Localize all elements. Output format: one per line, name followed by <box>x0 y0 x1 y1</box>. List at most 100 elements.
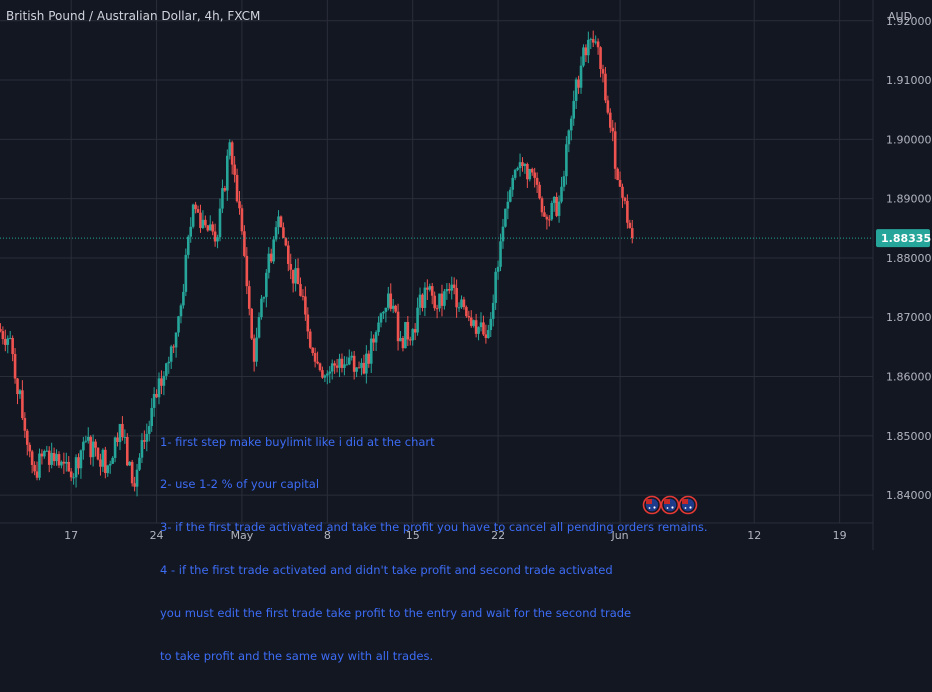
candle-body <box>177 316 180 333</box>
candle-body <box>16 378 19 395</box>
candle-body <box>179 305 183 317</box>
y-tick-label: 1.84000 <box>886 489 932 502</box>
candle-body <box>343 364 346 368</box>
candle-body <box>150 407 153 427</box>
candle-body <box>591 39 595 43</box>
last-price-badge <box>876 229 930 248</box>
candle-body <box>626 200 629 223</box>
candle-body <box>521 162 524 167</box>
candle-body <box>186 236 190 255</box>
candle-body <box>201 219 205 228</box>
candle-body <box>465 307 468 317</box>
x-tick-label: May <box>231 529 254 542</box>
candle-body <box>340 358 344 368</box>
candle-body <box>145 433 149 442</box>
x-tick-label: 22 <box>491 529 505 542</box>
candle-body <box>523 164 527 167</box>
candle-body <box>13 354 17 379</box>
candle-body <box>604 73 607 101</box>
candle-body <box>379 313 383 323</box>
candle-body <box>11 337 14 355</box>
candle-body <box>555 196 558 216</box>
candle-body <box>389 293 393 309</box>
candle-body <box>304 296 307 315</box>
candle-body <box>77 457 80 469</box>
candle-body <box>240 208 244 232</box>
candle-body <box>318 363 322 371</box>
candle-body <box>406 322 410 340</box>
candle-body <box>223 188 227 191</box>
candle-body <box>360 362 363 368</box>
candle-body <box>33 464 36 472</box>
candle-body <box>330 363 334 372</box>
x-tick-label: 8 <box>324 529 331 542</box>
candle-body <box>608 112 612 128</box>
instruction-line: 3- if the first trade activated and take… <box>160 520 708 535</box>
candle-body <box>277 216 280 228</box>
x-tick-label: 19 <box>833 529 847 542</box>
candle-body <box>57 454 61 466</box>
candle-body <box>569 118 573 131</box>
x-tick-label: 12 <box>747 529 761 542</box>
candle-body <box>347 357 351 365</box>
y-tick-label: 1.87000 <box>886 311 932 324</box>
candle-body <box>567 130 571 145</box>
candle-body <box>596 41 600 48</box>
symbol-title[interactable]: British Pound / Australian Dollar, 4h, F… <box>6 9 261 23</box>
candle-body <box>506 201 510 209</box>
candle-body <box>74 457 78 478</box>
candle-body <box>0 329 2 332</box>
candle-body <box>135 469 139 487</box>
candle-body <box>106 465 110 474</box>
candle-body <box>623 197 627 201</box>
candle-body <box>8 337 12 339</box>
x-tick-label: 17 <box>64 529 78 542</box>
candle-body <box>467 316 471 318</box>
candle-body <box>616 168 619 180</box>
candle-body <box>438 293 441 309</box>
candle-body <box>484 334 488 338</box>
flag-union-jack <box>646 499 652 504</box>
candle-body <box>169 346 173 362</box>
candle-body <box>416 307 419 333</box>
candle-body <box>250 308 254 339</box>
candle-body <box>82 441 85 451</box>
candle-body <box>357 367 361 369</box>
candle-body <box>538 184 541 199</box>
price-chart[interactable]: 1.88335 1.84000 1.85000 1.86000 1.87000 1.88… <box>0 0 932 550</box>
candle-body <box>6 338 10 345</box>
candle-body <box>233 164 236 175</box>
candle-body <box>572 100 576 119</box>
candle-body <box>55 454 58 462</box>
instruction-line: you must edit the first trade take profi… <box>160 606 632 621</box>
australia-flag-icon <box>678 495 698 515</box>
candle-body <box>606 100 610 113</box>
candle-body <box>216 237 219 242</box>
candle-body <box>47 450 51 465</box>
candle-body <box>530 168 534 173</box>
candle-body <box>284 238 288 246</box>
candle-body <box>4 339 7 345</box>
candle-body <box>194 204 197 210</box>
candle-body <box>496 266 500 272</box>
candle-body <box>84 440 88 442</box>
chart-root: 1.88335 1.84000 1.85000 1.86000 1.87000 1.88… <box>0 0 932 663</box>
candle-body <box>60 461 63 466</box>
instruction-line: 2- use 1-2 % of your capital <box>160 477 320 492</box>
australia-flag-icon <box>642 495 662 515</box>
instruction-line: 1- first step make buylimit like i did a… <box>160 434 435 449</box>
candle-body <box>272 239 275 262</box>
candle-body <box>255 337 258 362</box>
candle-body <box>30 451 34 465</box>
candle-body <box>306 314 310 332</box>
candle-body <box>335 365 339 368</box>
candle-body <box>257 317 261 338</box>
candle-body <box>533 172 536 178</box>
candle-body <box>79 450 83 469</box>
candle-body <box>487 330 490 338</box>
candle-body <box>279 216 283 228</box>
candle-body <box>445 289 449 292</box>
candle-body <box>96 447 100 460</box>
y-tick-label: 1.90000 <box>886 133 932 146</box>
candle-body <box>489 318 493 331</box>
